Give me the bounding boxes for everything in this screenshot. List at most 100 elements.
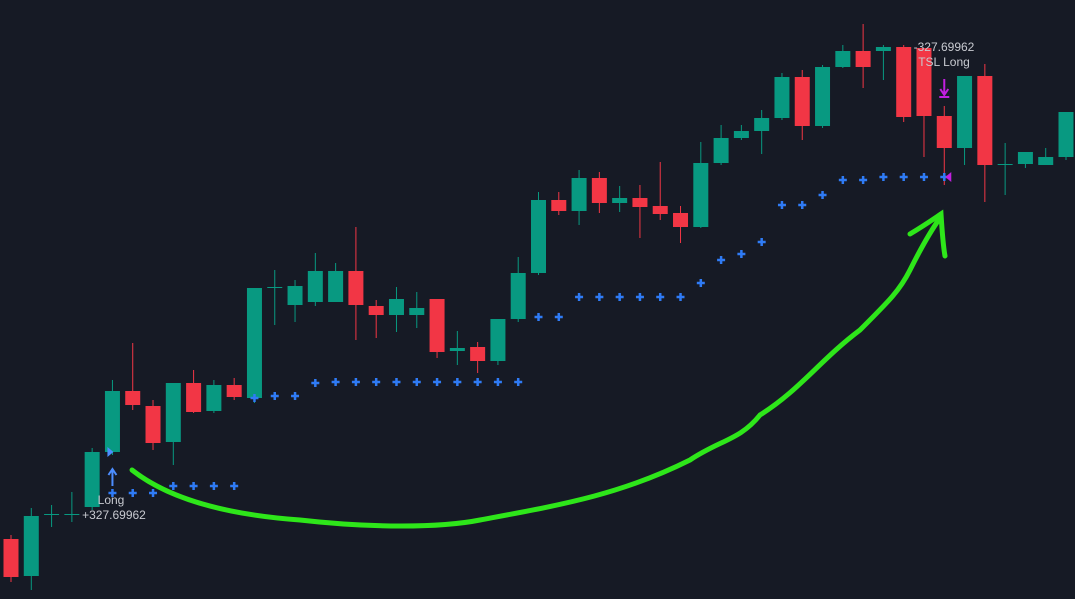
stop-marker <box>392 378 401 386</box>
candle-body <box>449 348 465 351</box>
candle-body <box>307 271 323 302</box>
candle-body <box>1038 157 1054 165</box>
candle-body <box>571 178 587 211</box>
candle-body <box>429 299 445 352</box>
stop-marker <box>676 293 685 301</box>
candle-body <box>44 514 60 515</box>
candle-body <box>1058 112 1074 157</box>
candle-body <box>267 287 283 288</box>
plot <box>3 24 1074 590</box>
hand-drawn-arrow <box>129 209 948 529</box>
candle-body <box>186 383 202 412</box>
candle-body <box>875 47 891 51</box>
candle-body <box>328 271 344 302</box>
signal-value: +327.69962 <box>82 508 146 522</box>
candle-body <box>997 164 1013 165</box>
exit-arrow <box>939 79 950 98</box>
exit-label: TSL Long <box>918 55 970 69</box>
stop-marker <box>757 238 766 246</box>
candle-body <box>855 51 871 67</box>
stop-marker <box>189 482 198 490</box>
stop-marker <box>554 313 563 321</box>
candle-body <box>693 163 709 227</box>
stop-marker <box>169 482 178 490</box>
stop-marker <box>838 176 847 184</box>
candle-body <box>591 178 607 203</box>
candle-body <box>531 200 546 273</box>
candle-body <box>632 198 648 207</box>
stop-marker <box>493 378 502 386</box>
candle-body <box>84 452 100 507</box>
stop-marker <box>270 392 279 400</box>
stop-marker <box>635 293 644 301</box>
signal-triangle <box>107 447 114 457</box>
candle-body <box>754 118 770 131</box>
stop-marker <box>291 392 300 400</box>
candle-body <box>490 319 506 361</box>
stop-marker <box>899 173 908 181</box>
signal-label: Long <box>98 493 125 507</box>
stop-marker <box>717 256 726 264</box>
stop-marker <box>149 489 158 497</box>
candle-body <box>409 308 425 315</box>
candle-body <box>774 77 790 118</box>
candle-body <box>246 288 262 398</box>
candle-body <box>936 116 952 148</box>
candle-body <box>916 48 932 116</box>
stop-marker <box>473 378 482 386</box>
candle-body <box>470 347 486 361</box>
stop-marker <box>412 378 421 386</box>
candle-body <box>23 516 39 576</box>
candle-body <box>206 385 222 411</box>
candle-body <box>368 306 384 315</box>
stop-marker <box>737 250 746 258</box>
stop-marker <box>575 293 584 301</box>
stop-marker <box>108 489 117 497</box>
candle-body <box>388 299 404 315</box>
stop-marker <box>311 379 320 387</box>
stop-marker <box>696 279 705 287</box>
stop-marker <box>859 176 868 184</box>
stop-marker <box>656 293 665 301</box>
stop-marker <box>230 482 239 490</box>
stop-marker <box>919 173 928 181</box>
candle-body <box>733 131 749 138</box>
stop-marker <box>209 482 218 490</box>
exit-triangle <box>945 172 952 182</box>
candle-body <box>713 138 729 163</box>
stop-marker <box>514 378 523 386</box>
candle-body <box>815 67 831 126</box>
candle-body <box>3 539 19 577</box>
stop-marker <box>777 201 786 209</box>
candle-body <box>1017 152 1033 164</box>
stop-marker <box>372 378 381 386</box>
stop-marker <box>595 293 604 301</box>
stop-marker <box>615 293 624 301</box>
exit-value: -327.69962 <box>914 40 975 54</box>
stop-marker <box>818 191 827 199</box>
candle-body <box>652 206 668 214</box>
candle-body <box>551 200 567 211</box>
signal-arrow <box>107 467 118 486</box>
candle-body <box>104 391 120 452</box>
candle-body <box>977 76 993 165</box>
stop-marker <box>433 378 442 386</box>
candle-body <box>145 406 161 443</box>
stop-marker <box>879 173 888 181</box>
candle-body <box>612 198 628 203</box>
candle-body <box>673 213 689 227</box>
candle-body <box>835 51 851 67</box>
candle-body <box>794 77 810 126</box>
stop-marker <box>351 378 360 386</box>
candle-body <box>165 383 181 442</box>
stop-marker <box>250 394 259 402</box>
candle-body <box>957 76 973 148</box>
candle-body <box>348 271 364 305</box>
stop-marker <box>534 313 543 321</box>
candle-body <box>287 286 303 305</box>
candle-body <box>64 514 80 515</box>
stop-marker <box>453 378 462 386</box>
